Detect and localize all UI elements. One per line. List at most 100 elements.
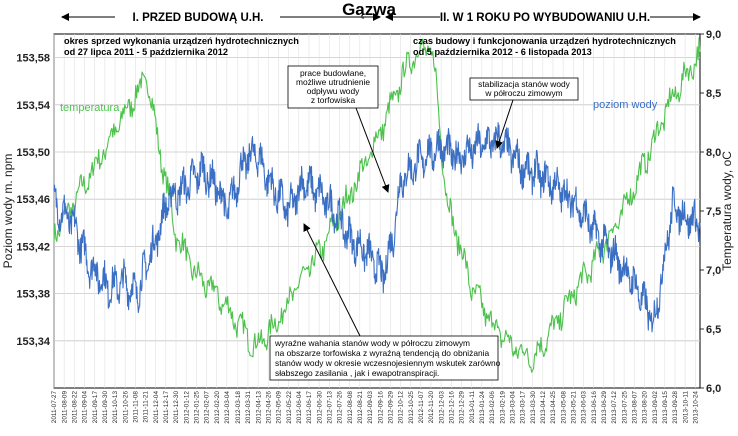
x-tick-label: 2013-02-06 [489, 391, 496, 424]
x-tick-label: 2011-08-22 [72, 391, 79, 424]
y-tick-label: 153,58 [16, 53, 50, 65]
x-tick-label: 2011-11-08 [133, 391, 140, 423]
x-tick-label: 2012-11-20 [428, 391, 435, 424]
x-tick-label: 2013-03-30 [530, 391, 537, 424]
y2-tick-label: 7,5 [706, 206, 721, 218]
right-y-axis: 6,0 6,5 7,0 7,5 8,0 8,5 9,0 [700, 29, 721, 395]
annotation-construction-line-1: prace budowlane, [300, 68, 366, 78]
x-tick-label: 2012-10-12 [398, 391, 405, 424]
annotation-fluctuation-box [269, 335, 499, 381]
y2-tick-label: 8,5 [706, 88, 721, 100]
chart-title: Gązwa [342, 0, 396, 19]
annotation-construction-line-4: z torfowiska [311, 95, 356, 105]
x-tick-label: 2011-07-27 [51, 391, 58, 424]
annotation-fluctuation-line-2: na obszarze torfowiska z wyraźną tendenc… [275, 348, 489, 358]
annotation-construction-line-3: odpływu wody [307, 86, 360, 96]
x-tick-label: 2013-07-12 [611, 391, 618, 424]
x-tick-label: 2013-03-04 [510, 391, 517, 424]
x-tick-label: 2012-05-09 [276, 391, 283, 424]
x-tick-label: 2012-06-04 [296, 391, 303, 424]
x-tick-label: 2012-12-03 [438, 391, 445, 424]
y2-tick-label: 9,0 [706, 29, 721, 41]
x-tick-label: 2013-09-02 [652, 391, 659, 424]
x-tick-label: 2012-03-04 [224, 391, 231, 424]
x-tick-label: 2012-04-26 [265, 391, 272, 424]
annotation-stabilization-line-1: stabilizacja stanów wody [478, 79, 571, 89]
x-tick-label: 2012-08-08 [347, 391, 354, 424]
x-tick-label: 2012-07-13 [326, 391, 333, 424]
period-1-subtitle-2: od 27 lipca 2011 - 5 października 2012 [64, 47, 228, 57]
y-tick-label: 153,38 [16, 289, 50, 301]
y2-tick-label: 8,0 [706, 147, 721, 159]
x-tick-label: 2012-09-29 [387, 391, 394, 424]
x-tick-label: 2011-12-04 [153, 391, 160, 424]
water-level-line [53, 122, 701, 333]
x-tick-label: 2013-10-24 [693, 391, 700, 424]
x-tick-label: 2011-09-04 [82, 391, 89, 424]
left-axis-title: Poziom wody m. npm [1, 154, 15, 269]
annotation-fluctuation-line-4: słabszego zasilania , jak i ewapotranspi… [275, 368, 439, 378]
x-tick-label: 2012-12-16 [448, 391, 455, 424]
y-tick-label: 153,42 [16, 241, 50, 253]
x-tick-label: 2012-02-07 [204, 391, 211, 424]
x-tick-label: 2012-05-22 [286, 391, 293, 424]
water-level-label: poziom wody [593, 99, 658, 111]
period-2-subtitle-1: czas budowy i funkcjonowania urządzeń hy… [413, 36, 676, 46]
annotation-construction-box [287, 65, 379, 109]
x-tick-label: 2013-03-17 [520, 391, 527, 424]
period-2-subtitle-2: od 5 października 2012 - 6 listopada 201… [413, 47, 592, 57]
x-tick-label: 2012-06-30 [316, 391, 323, 424]
x-tick-label: 2012-10-25 [408, 391, 415, 424]
x-tick-label: 2013-01-24 [479, 391, 486, 424]
x-tick-label: 2013-01-11 [469, 391, 476, 424]
y-tick-label: 153,54 [16, 100, 51, 112]
x-tick-label: 2013-10-11 [682, 391, 689, 424]
x-tick-label: 2011-08-09 [61, 391, 68, 424]
x-tick-label: 2013-08-20 [642, 391, 649, 424]
y2-tick-label: 6,5 [706, 324, 721, 336]
x-tick-label: 2012-09-16 [377, 391, 384, 424]
x-tick-label: 2013-05-21 [571, 391, 578, 424]
right-axis-title: Temperatura wody, oC [720, 151, 734, 271]
x-tick-label: 2013-06-29 [601, 391, 608, 424]
water-level-series [53, 122, 701, 333]
x-tick-label: 2013-08-07 [632, 391, 639, 424]
x-tick-label: 2013-05-08 [560, 391, 567, 424]
annotation-construction-arrow [355, 107, 390, 193]
temperature-series [53, 37, 701, 373]
annotation-stabilization-line-2: w półroczu zimowym [484, 88, 562, 98]
x-tick-label: 2011-09-30 [102, 391, 109, 424]
x-tick-label: 2012-07-26 [337, 391, 344, 424]
x-tick-label: 2013-06-16 [591, 391, 598, 424]
x-tick-label: 2011-12-17 [163, 391, 170, 424]
annotation-fluctuation-line-3: stanów wody w okresie wczesnojesiennym w… [275, 358, 501, 368]
x-tick-label: 2013-06-03 [581, 391, 588, 424]
x-tick-label: 2013-04-25 [550, 391, 557, 424]
period-2-title: II. W 1 ROKU PO WYBUDOWANIU U.H. [440, 12, 650, 24]
annotation-stabilization-box [469, 77, 579, 101]
x-tick-label: 2013-09-15 [662, 391, 669, 424]
x-tick-label: 2011-12-30 [173, 391, 180, 424]
x-tick-label: 2012-06-17 [306, 391, 313, 424]
period-1-title: I. PRZED BUDOWĄ U.H. [133, 12, 264, 24]
x-tick-label: 2012-11-07 [418, 391, 425, 424]
annotation-stabilization-arrow [495, 99, 514, 149]
x-tick-label: 2012-12-29 [459, 391, 466, 424]
x-tick-label: 2011-11-21 [143, 391, 150, 423]
y-tick-label: 153,34 [16, 336, 51, 348]
annotation-construction-line-2: możliwe utrudnienie [296, 77, 370, 87]
y2-tick-label: 6,0 [706, 383, 721, 395]
annotation-fluctuation-line-1: wyraźne wahania stanów wody w półroczu z… [274, 338, 470, 348]
x-tick-label: 2012-09-03 [367, 391, 374, 424]
x-tick-label: 2012-08-21 [357, 391, 364, 424]
x-tick-label: 2012-02-20 [214, 391, 221, 424]
period-2-title-bg [440, 9, 650, 25]
temperature-label: temperatura [60, 102, 120, 114]
x-tick-label: 2013-02-19 [499, 391, 506, 424]
x-tick-label: 2013-04-12 [540, 391, 547, 424]
x-tick-label: 2011-10-13 [112, 391, 119, 424]
x-tick-label: 2012-01-25 [194, 391, 201, 424]
period-1-subtitle-1: okres sprzed wykonania urządzeń hydrotec… [64, 36, 299, 46]
left-y-axis: 153,34 153,38 153,42 153,46 153,50 153,54 153,… [16, 53, 51, 348]
